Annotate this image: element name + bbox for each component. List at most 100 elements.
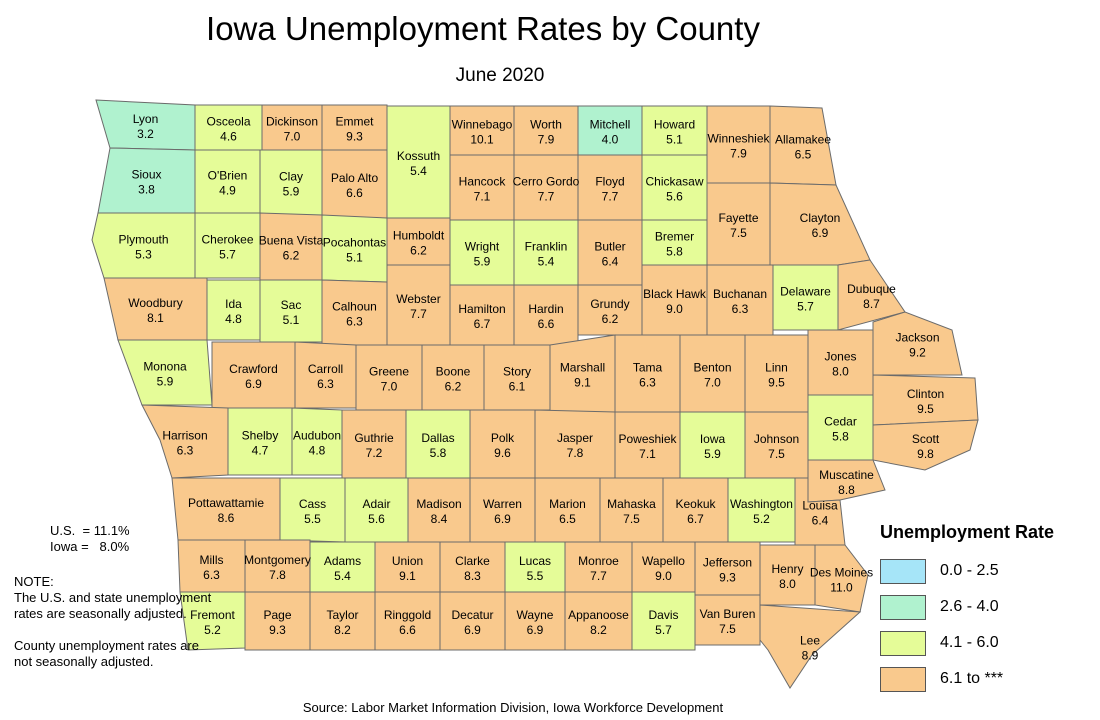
county-name-label: Cerro Gordo <box>513 175 580 189</box>
county-rate-label: 9.8 <box>917 447 934 461</box>
map-title: Iowa Unemployment Rates by County <box>206 10 760 47</box>
note-line-2: County unemployment rates are not season… <box>14 638 199 669</box>
county-name-label: Cherokee <box>201 233 253 247</box>
county-rate-label: 6.2 <box>602 312 619 326</box>
county-name-label: Warren <box>483 497 522 511</box>
county-rate-label: 6.5 <box>795 148 812 162</box>
county-name-label: Van Buren <box>700 607 756 621</box>
county-name-label: Clarke <box>455 554 490 568</box>
county-name-label: Jefferson <box>703 556 752 570</box>
county-harrison <box>141 404 229 479</box>
county-name-label: Allamakee <box>775 133 831 147</box>
county-name-label: Emmet <box>335 115 374 129</box>
county-name-label: Marshall <box>560 361 605 375</box>
note-block: NOTE: The U.S. and state unemployment ra… <box>14 574 214 670</box>
county-rate-label: 5.7 <box>655 623 672 637</box>
county-rate-label: 6.9 <box>527 623 544 637</box>
county-name-label: Audubon <box>293 429 341 443</box>
county-name-label: Grundy <box>590 297 629 311</box>
county-rate-label: 4.0 <box>602 133 619 147</box>
county-rate-label: 5.1 <box>346 251 363 265</box>
county-name-label: Appanoose <box>568 608 629 622</box>
county-name-label: Decatur <box>451 608 493 622</box>
county-name-label: Pottawattamie <box>188 496 264 510</box>
county-name-label: Mitchell <box>590 118 631 132</box>
county-name-label: Johnson <box>754 432 799 446</box>
county-name-label: Calhoun <box>332 300 377 314</box>
county-rate-label: 6.3 <box>732 302 749 316</box>
county-rate-label: 8.4 <box>431 512 448 526</box>
county-rate-label: 4.6 <box>220 130 237 144</box>
county-name-label: Story <box>503 365 531 379</box>
county-name-label: Floyd <box>595 175 624 189</box>
county-scott <box>872 419 979 471</box>
county-name-label: Sioux <box>131 168 161 182</box>
county-name-label: Crawford <box>229 362 278 376</box>
legend-swatch <box>880 594 926 620</box>
county-name-label: Webster <box>396 292 440 306</box>
county-name-label: Wright <box>465 240 500 254</box>
county-rate-label: 5.9 <box>704 447 721 461</box>
county-rate-label: 7.0 <box>284 130 301 144</box>
county-name-label: Montgomery <box>244 553 311 567</box>
legend-swatch <box>880 666 926 692</box>
county-name-label: Adams <box>324 554 361 568</box>
county-name-label: Clayton <box>800 211 841 225</box>
county-rate-label: 7.7 <box>538 190 555 204</box>
county-name-label: Dickinson <box>266 115 318 129</box>
county-rate-label: 9.2 <box>909 346 926 360</box>
rate-summary: U.S. = 11.1% Iowa = 8.0% <box>50 523 130 555</box>
county-rate-label: 5.4 <box>538 255 555 269</box>
county-name-label: Hamilton <box>458 302 505 316</box>
county-name-label: Fayette <box>718 211 758 225</box>
county-name-label: Harrison <box>162 429 207 443</box>
county-rate-label: 7.5 <box>623 512 640 526</box>
county-name-label: Keokuk <box>675 497 716 511</box>
county-name-label: Shelby <box>242 429 279 443</box>
legend-swatch <box>880 558 926 584</box>
county-rate-label: 8.3 <box>464 569 481 583</box>
county-rate-label: 6.3 <box>346 315 363 329</box>
county-rate-label: 5.4 <box>334 569 351 583</box>
county-rate-label: 5.7 <box>797 300 814 314</box>
county-name-label: Jasper <box>557 431 593 445</box>
legend-title: Unemployment Rate <box>880 522 1055 542</box>
county-name-label: Chickasaw <box>645 175 703 189</box>
county-rate-label: 8.2 <box>590 623 607 637</box>
county-name-label: Davis <box>648 608 678 622</box>
legend-swatch <box>880 630 926 656</box>
county-name-label: Benton <box>693 361 731 375</box>
county-lee <box>759 604 862 689</box>
county-rate-label: 8.6 <box>218 511 235 525</box>
county-name-label: Fremont <box>190 608 235 622</box>
county-rate-label: 7.9 <box>538 133 555 147</box>
county-rate-label: 11.0 <box>830 581 853 595</box>
county-name-label: Buchanan <box>713 287 767 301</box>
county-rate-label: 9.0 <box>666 302 683 316</box>
county-name-label: Union <box>392 554 423 568</box>
county-rate-label: 3.8 <box>138 183 155 197</box>
county-des-moines <box>814 544 869 613</box>
county-rate-label: 7.9 <box>730 147 747 161</box>
county-rate-label: 7.0 <box>704 376 721 390</box>
county-rate-label: 7.7 <box>602 190 619 204</box>
county-name-label: Linn <box>765 361 788 375</box>
county-name-label: Kossuth <box>397 149 440 163</box>
county-name-label: Washington <box>730 497 793 511</box>
county-rate-label: 8.1 <box>147 311 164 325</box>
county-name-label: Buena Vista <box>259 234 324 248</box>
iowa-rate: Iowa = 8.0% <box>50 539 130 554</box>
county-name-label: Hardin <box>528 302 563 316</box>
county-name-label: Mills <box>200 553 224 567</box>
county-name-label: Lee <box>800 634 820 648</box>
county-name-label: Taylor <box>326 608 358 622</box>
county-rate-label: 7.7 <box>410 307 427 321</box>
county-rate-label: 6.3 <box>317 377 334 391</box>
county-name-label: Cass <box>299 497 326 511</box>
county-rate-label: 8.9 <box>802 649 819 663</box>
county-rate-label: 6.3 <box>639 376 656 390</box>
county-name-label: Muscatine <box>819 468 874 482</box>
county-rate-label: 6.4 <box>602 255 619 269</box>
county-rate-label: 4.9 <box>219 184 236 198</box>
